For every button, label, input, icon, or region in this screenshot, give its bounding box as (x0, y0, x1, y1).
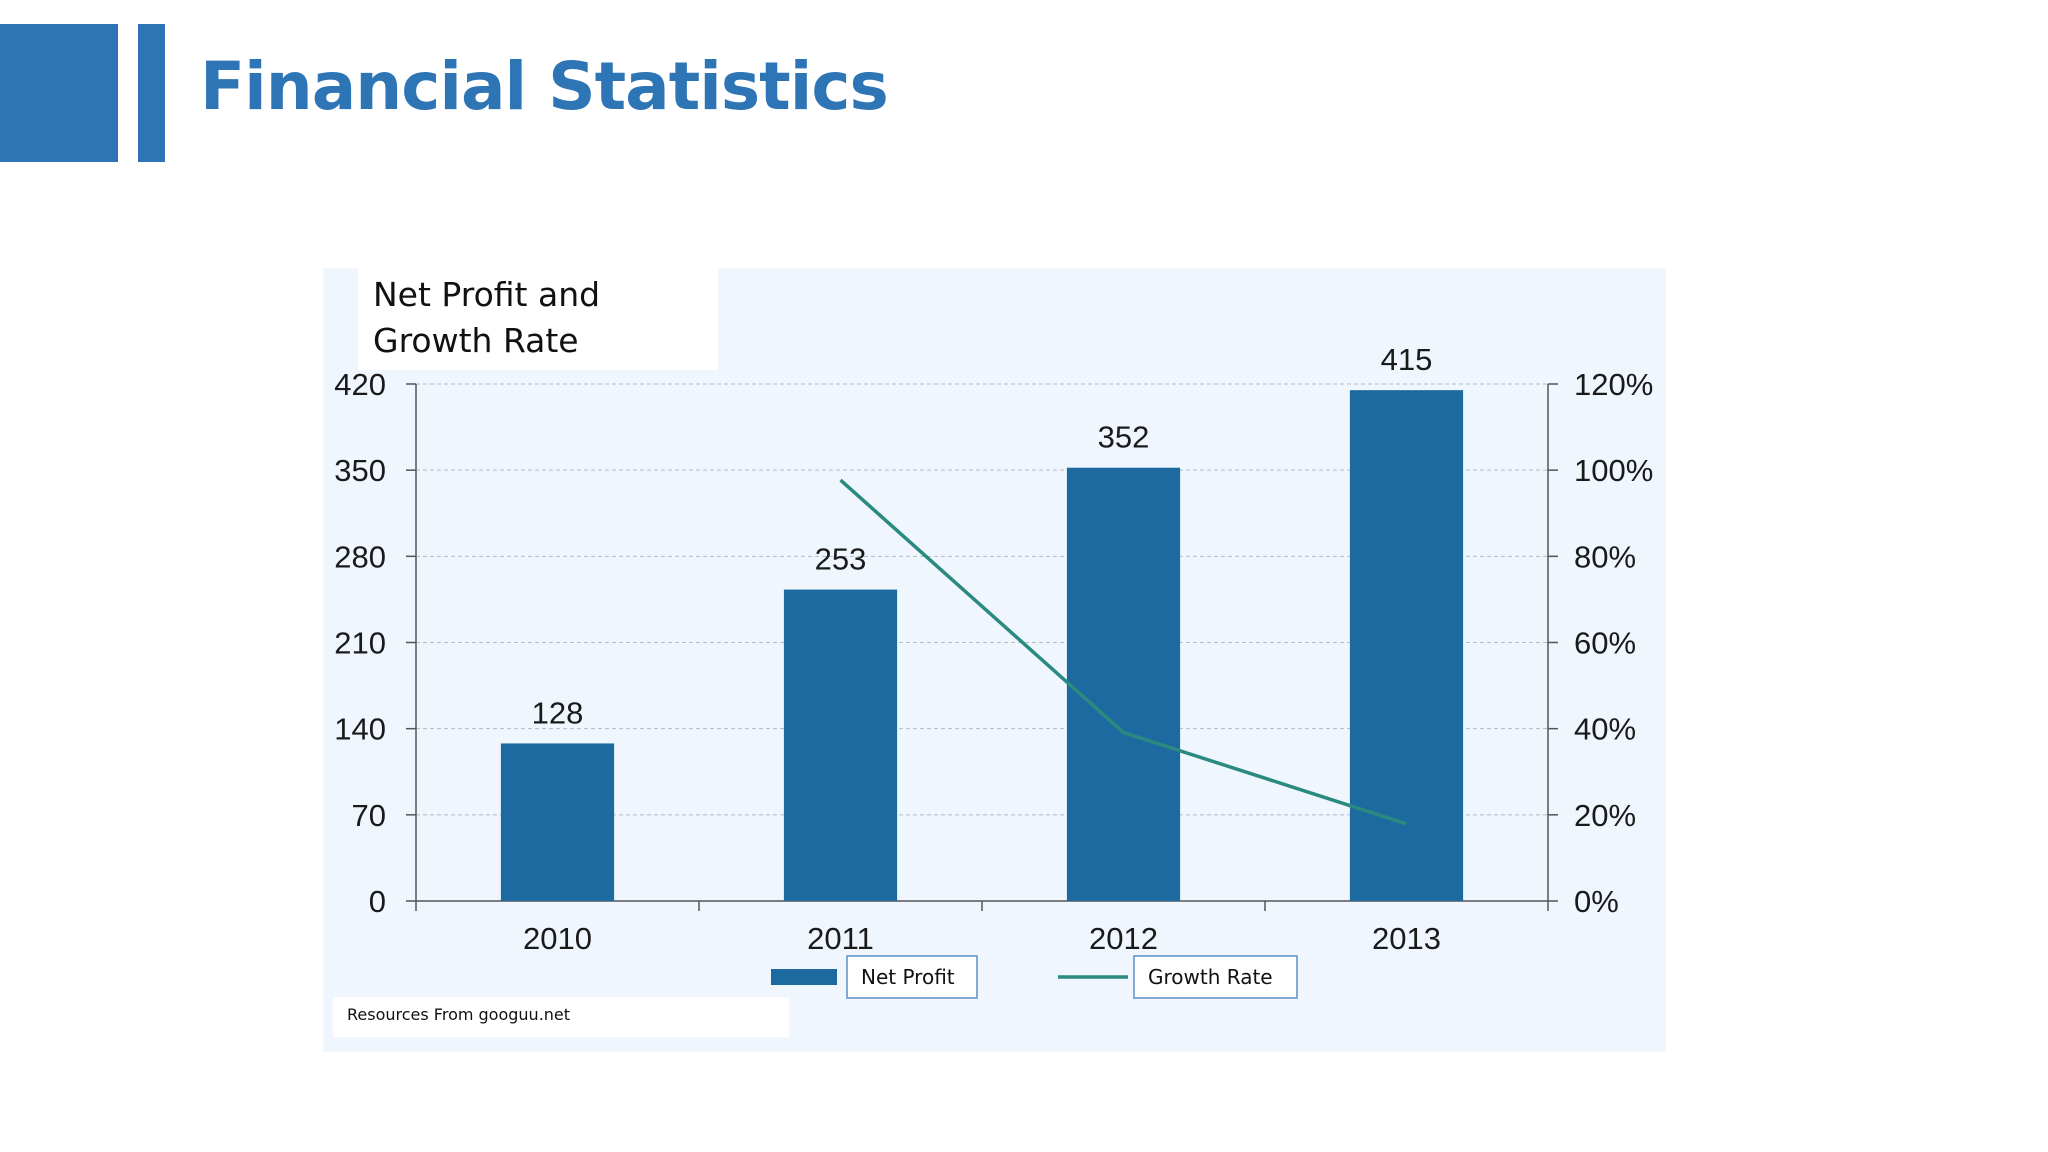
source-box (333, 997, 789, 1037)
bar-value-label: 352 (1098, 420, 1150, 455)
y-left-tick-label: 280 (334, 539, 386, 574)
y-right-tick-label: 0% (1574, 884, 1619, 919)
legend-swatch-net-profit (771, 969, 837, 985)
bar-2010 (500, 743, 615, 901)
bar-2013 (1349, 390, 1464, 901)
y-right-tick-label: 120% (1574, 367, 1653, 402)
x-tick-label: 2012 (1089, 921, 1158, 956)
legend-box-net-profit (846, 955, 978, 999)
y-left-tick-label: 420 (334, 367, 386, 402)
y-right-tick-label: 80% (1574, 539, 1636, 574)
bar-value-label: 253 (815, 542, 867, 577)
y-left-tick-label: 0 (369, 884, 386, 919)
source-note: Resources From googuu.net (347, 1005, 571, 1024)
y-right-tick-label: 40% (1574, 712, 1636, 747)
x-tick-label: 2011 (807, 921, 874, 956)
labels: 0 70 140 210 280 350 420 0% 20% 40% 60% 80% 100% 120%… (334, 342, 1653, 956)
bar-value-label: 128 (532, 695, 584, 730)
bars (500, 390, 1464, 901)
bar-2012 (1066, 467, 1181, 901)
legend: Net Profit Growth Rate (771, 955, 1298, 999)
x-tick-label: 2010 (523, 921, 592, 956)
y-left-tick-label: 140 (334, 712, 386, 747)
y-left-tick-label: 210 (334, 626, 386, 661)
legend-label-growth-rate: Growth Rate (1148, 965, 1273, 989)
bar-2011 (783, 589, 898, 901)
y-right-tick-label: 20% (1574, 798, 1636, 833)
growth-line-group (839, 478, 1408, 826)
legend-label-net-profit: Net Profit (861, 965, 955, 989)
chart-title-box (358, 268, 718, 370)
legend-box-growth-rate (1133, 955, 1298, 999)
bar-value-label: 415 (1381, 342, 1433, 377)
y-right-tick-label: 60% (1574, 626, 1636, 661)
page-title: Financial Statistics (200, 48, 889, 125)
accent-bar (138, 24, 165, 162)
y-left-tick-label: 70 (352, 798, 386, 833)
accent-square (0, 24, 118, 162)
growth-rate-line (839, 478, 1408, 826)
y-right-tick-label: 100% (1574, 453, 1653, 488)
chart-title: Net Profit and Growth Rate (373, 275, 601, 360)
x-tick-label: 2013 (1372, 921, 1441, 956)
y-left-tick-label: 350 (334, 453, 386, 488)
